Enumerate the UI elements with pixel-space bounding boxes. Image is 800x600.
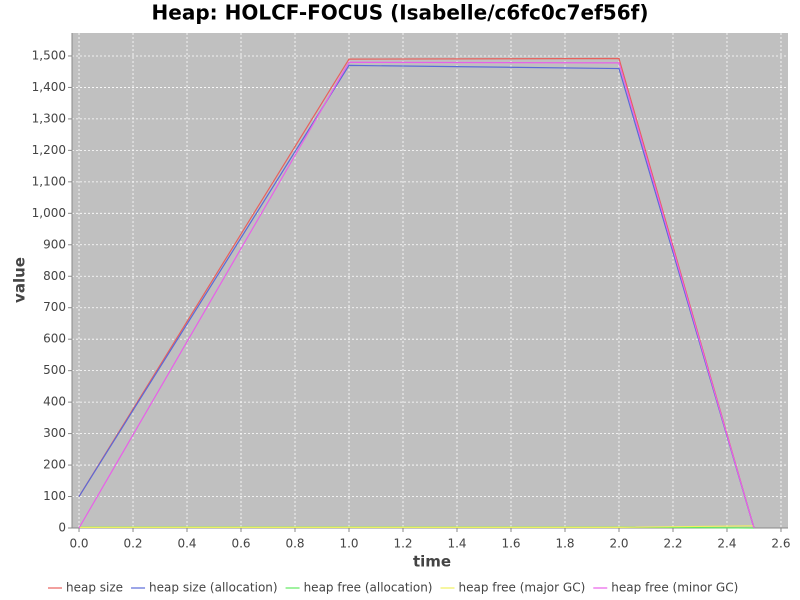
legend-label: heap free (minor GC) [611, 581, 738, 595]
x-tick-label: 0.6 [231, 537, 250, 551]
series-line [78, 61, 755, 529]
series-line [79, 525, 754, 528]
x-tick-label: 0.2 [123, 537, 142, 551]
x-tick-label: 2.4 [717, 537, 736, 551]
x-tick-label: 2.6 [771, 537, 790, 551]
y-tick-label: 500 [43, 363, 66, 377]
legend-label: heap size [66, 581, 123, 595]
y-tick-label: 1,000 [32, 206, 66, 220]
x-axis-label: time [413, 553, 451, 571]
x-tick-label: 1.8 [555, 537, 574, 551]
y-tick-label: 400 [43, 395, 66, 409]
y-tick-label: 1,200 [32, 143, 66, 157]
y-tick-label: 100 [43, 489, 66, 503]
y-tick-label: 300 [43, 426, 66, 440]
y-tick-label: 0 [58, 521, 66, 535]
y-tick-label: 900 [43, 237, 66, 251]
y-tick-label: 800 [43, 269, 66, 283]
series-line [78, 64, 755, 529]
series-line [78, 57, 755, 529]
plot-area [72, 33, 788, 528]
x-tick-label: 0.0 [69, 537, 88, 551]
x-tick-label: 1.6 [501, 537, 520, 551]
y-tick-label: 1,500 [32, 48, 66, 62]
x-tick-label: 1.0 [339, 537, 358, 551]
x-tick-label: 0.4 [177, 537, 196, 551]
y-tick-label: 700 [43, 300, 66, 314]
legend-label: heap free (allocation) [304, 581, 433, 595]
y-axis-label: value [11, 257, 29, 303]
y-tick-label: 1,300 [32, 111, 66, 125]
x-tick-label: 2.0 [609, 537, 628, 551]
legend-label: heap free (major GC) [459, 581, 586, 595]
x-tick-label: 1.4 [447, 537, 466, 551]
x-tick-label: 0.8 [285, 537, 304, 551]
y-tick-label: 600 [43, 332, 66, 346]
chart-title: Heap: HOLCF-FOCUS (Isabelle/c6fc0c7ef56f… [152, 1, 649, 25]
x-tick-label: 2.2 [663, 537, 682, 551]
legend-label: heap size (allocation) [149, 581, 278, 595]
x-tick-label: 1.2 [393, 537, 412, 551]
y-tick-label: 1,400 [32, 80, 66, 94]
y-tick-label: 200 [43, 458, 66, 472]
y-tick-label: 1,100 [32, 174, 66, 188]
